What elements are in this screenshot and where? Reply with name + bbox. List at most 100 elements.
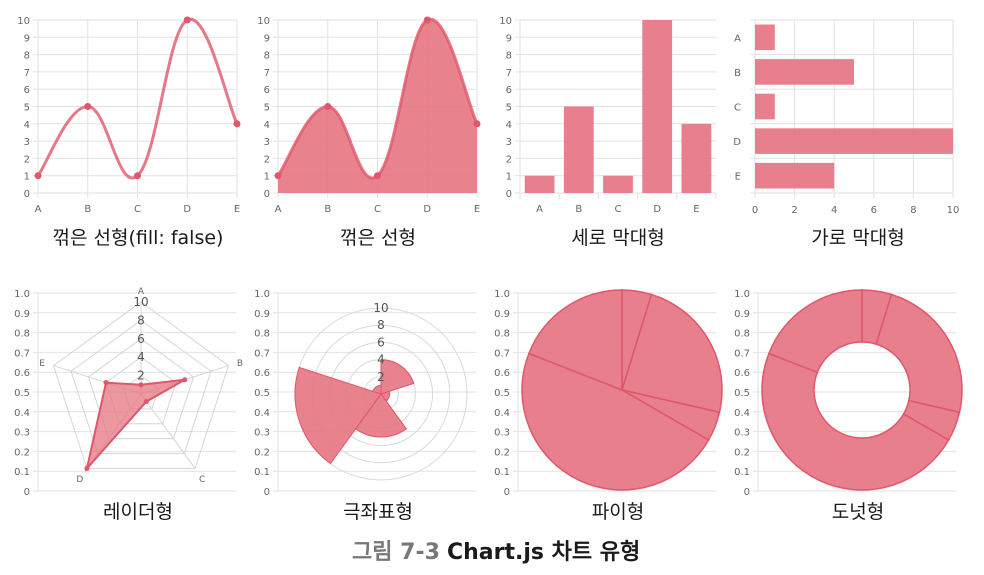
chart-4-bar-E — [755, 162, 835, 189]
chart-6-ytick-label: 1.0 — [254, 289, 270, 300]
chart-4-xtick-label: 4 — [831, 205, 837, 216]
chart-3-bar-A — [524, 175, 555, 193]
chart-4-caption: 가로 막대형 — [811, 227, 904, 249]
chart-3: 0 1 2 3 4 5 6 7 8 9 10 A B C D E — [499, 16, 717, 215]
chart-3-ytick-label: 2 — [506, 154, 512, 165]
chart-5-axis-label-D: D — [76, 475, 83, 485]
chart-4-bar-A — [755, 24, 775, 51]
chart-3-ytick-label: 1 — [506, 172, 512, 183]
chart-3-ytick-label: 9 — [506, 33, 512, 44]
chart-5-point-A — [138, 382, 144, 388]
chart-3-bar-C — [603, 175, 633, 193]
chart-8-ytick-label: 0.3 — [734, 428, 750, 439]
chart-3-xtick-label: A — [536, 204, 543, 215]
chart-5-ytick-label: 0.1 — [14, 467, 30, 478]
chart-1-ytick-label: 4 — [24, 120, 30, 131]
chart-5-axis-label-B: B — [237, 359, 243, 369]
chart-8-ytick-label: 0 — [744, 487, 750, 498]
chart-6-segment-E — [372, 384, 382, 395]
chart-7-ytick-label: 0.4 — [494, 408, 510, 419]
chart-2-xtick-label: A — [275, 204, 282, 215]
chart-8-ytick-label: 0.2 — [734, 447, 750, 458]
chart-3-bar-D — [642, 20, 673, 193]
chart-6-rtick-label: 8 — [377, 318, 385, 332]
chart-2-ytick-label: 8 — [264, 51, 270, 62]
chart-5-ring — [105, 356, 177, 425]
chart-5-rtick-label: 8 — [137, 313, 145, 327]
chart-3-bar-E — [681, 123, 712, 193]
chart-3-caption: 세로 막대형 — [571, 227, 664, 249]
chart-1-point-D — [183, 16, 191, 24]
chart-4-ytick-label: E — [735, 172, 741, 183]
chart-7-slice-E — [527, 289, 623, 392]
chart-2-point-B — [324, 103, 332, 110]
chart-8-ytick-label: 0.6 — [734, 368, 750, 379]
chart-1-ytick-label: 6 — [24, 85, 30, 96]
chart-1: 0 1 2 3 4 5 6 7 8 9 10 A B C D E — [17, 16, 241, 215]
chart-4-bar-B — [755, 59, 854, 85]
chart-7-ytick-label: 0 — [504, 487, 510, 498]
chart-5-caption: 레이더형 — [103, 501, 173, 523]
chart-5-rtick-label: 6 — [137, 332, 145, 346]
chart-4-xtick-label: 10 — [947, 205, 960, 216]
chart-1-xtick-label: B — [84, 204, 91, 215]
chart-8-ytick-label: 0.7 — [734, 348, 750, 359]
chart-3-ytick-label: 0 — [506, 189, 512, 200]
chart-5-rtick-label: 10 — [133, 295, 148, 309]
chart-1-ytick-label: 7 — [24, 68, 30, 79]
chart-4-xtick-label: 0 — [752, 205, 758, 216]
chart-1-point-E — [233, 120, 241, 128]
chart-2: 0 1 2 3 4 5 6 7 8 9 10 A B C D E — [257, 16, 481, 215]
chart-2-point-E — [473, 120, 481, 128]
chart-1-caption: 꺾은 선형(fill: false) — [53, 227, 224, 249]
chart-5-ytick-label: 0.5 — [14, 388, 30, 399]
chart-1-ytick-label: 10 — [17, 16, 30, 27]
chart-6-ytick-label: 0.4 — [254, 408, 270, 419]
chart-7-ytick-label: 0.2 — [494, 447, 510, 458]
chart-5-ytick-label: 0 — [24, 487, 30, 498]
chart-6-ytick-label: 0.2 — [254, 447, 270, 458]
chart-4-bar-C — [755, 93, 775, 120]
chart-3-xtick-label: D — [653, 204, 661, 215]
chart-5-ytick-label: 0.8 — [14, 329, 30, 340]
chart-5-point-B — [182, 377, 188, 383]
chart-1-series-line — [36, 17, 239, 180]
chart-8-ytick-label: 0.4 — [734, 408, 750, 419]
chart-4-xtick-label: 6 — [871, 205, 877, 216]
chart-6-caption: 극좌표형 — [343, 501, 413, 523]
chart-6-ytick-label: 0.5 — [254, 388, 270, 399]
chart-6-ytick-label: 0.6 — [254, 368, 270, 379]
chart-6-ytick-label: 0 — [264, 487, 270, 498]
chart-5: 0 0.1 0.2 0.3 0.4 0.5 0.6 0.7 0.8 0.9 1.0 A B C D E 2 4 6 8… — [14, 287, 243, 498]
chart-4-bar-D — [755, 128, 953, 154]
chart-7-ytick-label: 0.3 — [494, 428, 510, 439]
chart-8-ytick-label: 0.5 — [734, 388, 750, 399]
chart-6-rtick-label: 2 — [377, 370, 385, 384]
chart-4-ytick-label: C — [734, 103, 741, 114]
chart-2-series-line — [276, 17, 479, 180]
chart-6-rtick-label: 6 — [377, 335, 385, 349]
chart-6-ytick-label: 0.9 — [254, 309, 270, 320]
chart-2-xtick-label: C — [374, 204, 381, 215]
chart-3-bar-B — [563, 106, 594, 193]
chart-2-ytick-label: 6 — [264, 85, 270, 96]
chart-3-ytick-label: 7 — [506, 68, 512, 79]
chart-5-rtick-label: 2 — [137, 369, 145, 383]
chart-6: 0 0.1 0.2 0.3 0.4 0.5 0.6 0.7 0.8 0.9 1.0 2 4 6 8 10 — [254, 289, 476, 498]
chart-3-xtick-label: E — [693, 204, 699, 215]
chart-1-point-A — [34, 172, 42, 180]
chart-5-ring — [87, 338, 195, 440]
chart-7-ytick-label: 0.1 — [494, 467, 510, 478]
chart-4-ytick-label: A — [734, 33, 741, 44]
chart-5-point-E — [103, 380, 109, 386]
chart-2-ytick-label: 0 — [264, 189, 270, 200]
chart-1-ytick-label: 9 — [24, 33, 30, 44]
chart-6-ytick-label: 0.7 — [254, 348, 270, 359]
chart-2-ytick-label: 10 — [257, 16, 270, 27]
chart-1-xtick-label: D — [183, 204, 191, 215]
chart-3-ytick-label: 4 — [506, 120, 512, 131]
chart-3-ytick-label: 10 — [499, 16, 512, 27]
chart-6-ytick-label: 0.8 — [254, 329, 270, 340]
chart-2-ytick-label: 3 — [264, 137, 270, 148]
